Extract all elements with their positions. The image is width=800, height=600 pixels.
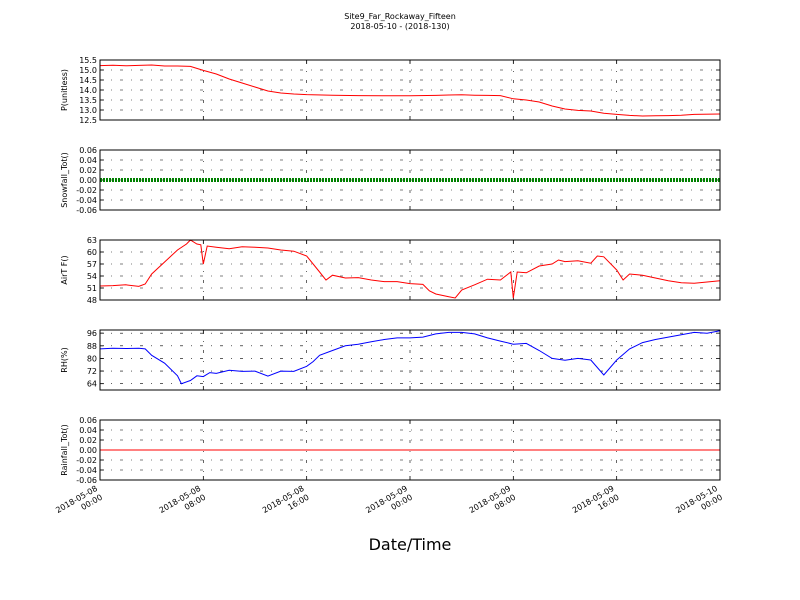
y-axis-label: P(unitless) bbox=[60, 69, 69, 111]
plot-frame bbox=[99, 149, 721, 211]
panel-4: 64 72 80 88 96 RH(%) bbox=[60, 329, 721, 391]
y-tick-label: 0.02 bbox=[79, 436, 97, 445]
y-tick-label: 0.04 bbox=[79, 156, 97, 165]
y-tick-label: 72 bbox=[87, 367, 97, 376]
y-tick-label: 88 bbox=[87, 342, 97, 351]
y-tick-label: 57 bbox=[87, 260, 97, 269]
y-axis-label: Rainfall_Tot() bbox=[60, 424, 69, 476]
plot-frame bbox=[99, 419, 721, 481]
panel-2: -0.06-0.04-0.020.000.020.040.06 Snowfall_… bbox=[60, 146, 721, 215]
panels: 12.513.013.514.014.515.015.5 P(unitless) -… bbox=[60, 56, 721, 485]
y-tick-label: 54 bbox=[87, 272, 97, 281]
y-tick-label: -0.02 bbox=[76, 456, 97, 465]
y-tick-label: 12.5 bbox=[79, 116, 97, 125]
y-tick-label: 0.06 bbox=[79, 146, 97, 155]
y-tick-label: 15.5 bbox=[79, 56, 97, 65]
y-tick-label: 64 bbox=[87, 380, 97, 389]
panel-3: 48 51 54 57 60 63 AirT F() bbox=[60, 236, 721, 305]
panel-1: 12.513.013.514.014.515.015.5 P(unitless) bbox=[60, 56, 721, 125]
panel-5: -0.06-0.04-0.020.000.020.040.06 Rainfall_… bbox=[60, 416, 721, 485]
figure-title: Site9_Far_Rockaway_Fifteen bbox=[344, 12, 456, 21]
series-line bbox=[99, 64, 721, 117]
y-tick-label: -0.06 bbox=[76, 476, 97, 485]
y-tick-label: 0.00 bbox=[79, 446, 97, 455]
y-tick-label: 13.0 bbox=[79, 106, 97, 115]
y-axis-label: AirT F() bbox=[60, 255, 69, 284]
y-axis-label: RH(%) bbox=[60, 347, 69, 372]
figure-subtitle: 2018-05-10 - (2018-130) bbox=[350, 22, 449, 31]
y-tick-label: 13.5 bbox=[79, 96, 97, 105]
y-tick-label: 60 bbox=[87, 248, 97, 257]
y-tick-label: -0.04 bbox=[76, 466, 97, 475]
y-tick-label: 51 bbox=[87, 284, 97, 293]
plot-frame bbox=[99, 329, 721, 391]
y-tick-label: 14.0 bbox=[79, 86, 97, 95]
y-tick-label: 0.06 bbox=[79, 416, 97, 425]
y-tick-label: -0.02 bbox=[76, 186, 97, 195]
y-tick-label: 0.04 bbox=[79, 426, 97, 435]
y-tick-label: 96 bbox=[87, 329, 97, 338]
series-line bbox=[99, 239, 721, 299]
y-tick-label: -0.06 bbox=[76, 206, 97, 215]
x-axis-label: Date/Time bbox=[369, 535, 452, 554]
y-tick-label: 63 bbox=[87, 236, 97, 245]
y-tick-label: 14.5 bbox=[79, 76, 97, 85]
y-tick-label: 48 bbox=[87, 296, 97, 305]
y-tick-label: 80 bbox=[87, 354, 97, 363]
plot-frame bbox=[99, 239, 721, 301]
series-line bbox=[99, 330, 721, 385]
y-tick-label: -0.04 bbox=[76, 196, 97, 205]
y-axis-label: Snowfall_Tot() bbox=[60, 152, 69, 208]
plot-frame bbox=[99, 59, 721, 121]
y-tick-label: 0.00 bbox=[79, 176, 97, 185]
y-tick-label: 15.0 bbox=[79, 66, 97, 75]
y-tick-label: 0.02 bbox=[79, 166, 97, 175]
